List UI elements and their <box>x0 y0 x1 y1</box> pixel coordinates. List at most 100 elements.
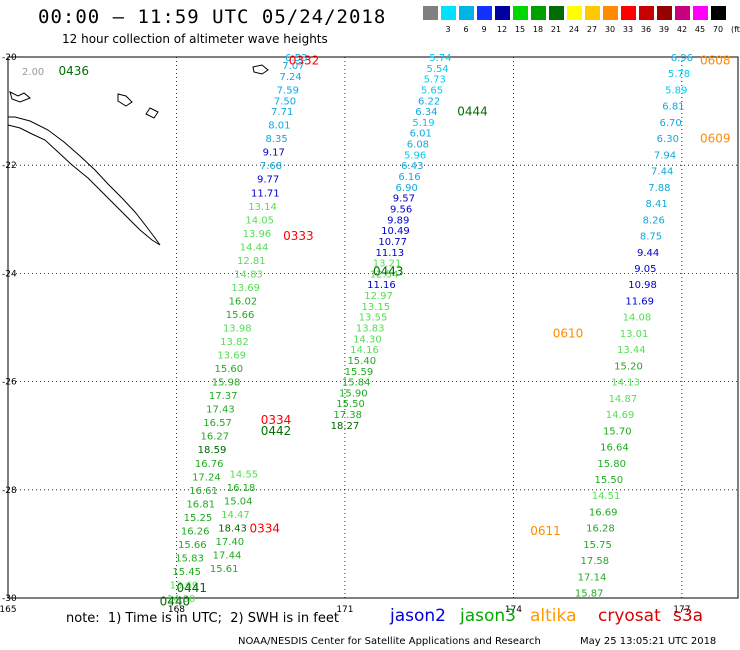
coastline <box>7 116 161 246</box>
swh-value: 10.49 <box>381 226 410 237</box>
pass-label: 0610 <box>553 327 584 341</box>
pass-label: 0444 <box>457 105 488 119</box>
legend-altika: altika <box>530 606 577 626</box>
swh-value: 10.77 <box>378 237 407 248</box>
swh-value: 15.87 <box>575 589 604 600</box>
scale-unit: (ft) <box>730 25 740 34</box>
swh-value: 15.50 <box>336 399 365 410</box>
swh-value: 6.43 <box>401 161 423 172</box>
swh-value: 15.40 <box>347 356 376 367</box>
swh-value: 7.88 <box>648 183 670 194</box>
swh-value: 13.01 <box>620 329 649 340</box>
scale-swatch <box>711 6 726 20</box>
swh-value: 5.73 <box>424 75 446 86</box>
pass-label: 0436 <box>59 64 90 78</box>
swh-value: 13.96 <box>243 229 272 240</box>
swh-value: 17.14 <box>578 572 607 583</box>
scale-label: 24 <box>568 25 580 34</box>
swh-value: 18.43 <box>218 524 247 535</box>
scale-swatch <box>621 6 636 20</box>
swh-value: 13.14 <box>248 202 277 213</box>
swh-value: 11.71 <box>251 188 280 199</box>
scale-swatch <box>423 6 438 20</box>
page-title: 00:00 – 11:59 UTC 05/24/2018 <box>38 6 387 28</box>
swh-value: 7.24 <box>279 72 301 83</box>
scale-label: 39 <box>658 25 670 34</box>
scale-label: 15 <box>514 25 526 34</box>
swh-value: 14.83 <box>234 269 263 280</box>
lon-tick-label: 174 <box>505 605 522 615</box>
swh-value: 8.35 <box>265 134 287 145</box>
swh-value: 7.07 <box>282 61 304 72</box>
swh-value: 14.08 <box>623 313 652 324</box>
swh-value: 14.69 <box>606 410 635 421</box>
swh-value: 16.64 <box>600 443 629 454</box>
swh-value: 15.80 <box>597 459 626 470</box>
swh-value: 15.20 <box>614 361 643 372</box>
swh-value: 14.16 <box>350 345 379 356</box>
swh-value: 14.30 <box>353 334 382 345</box>
swh-value: 13.83 <box>356 324 385 335</box>
pass-label: 0440 <box>160 594 191 608</box>
swh-value: 17.24 <box>192 472 221 483</box>
swh-value: 13.15 <box>361 302 390 313</box>
swh-value: 8.41 <box>645 199 667 210</box>
swh-value: 6.70 <box>659 118 681 129</box>
swh-value: 2.00 <box>22 67 44 78</box>
swh-value: 15.59 <box>345 367 374 378</box>
lat-tick-label: -26 <box>2 378 17 388</box>
swh-value: 9.05 <box>634 264 656 275</box>
footer-note: note: 1) Time is in UTC; 2) SWH is in fe… <box>66 611 339 626</box>
swh-value: 15.66 <box>178 540 207 551</box>
pass-label: 0333 <box>283 229 314 243</box>
pass-label: 0611 <box>530 524 561 538</box>
swh-value: 6.90 <box>396 183 418 194</box>
swh-value: 16.26 <box>181 526 210 537</box>
swh-value: 6.22 <box>418 96 440 107</box>
pass-label: 0609 <box>700 132 731 146</box>
swh-value: 17.38 <box>333 410 362 421</box>
lat-tick-label: -30 <box>2 594 17 604</box>
legend-s3a: s3a <box>673 606 704 626</box>
timestamp-text: May 25 13:05:21 UTC 2018 <box>580 636 717 647</box>
swh-value: 6.01 <box>410 129 432 140</box>
swh-value: 5.89 <box>665 85 687 96</box>
scale-label: 27 <box>586 25 598 34</box>
lon-tick-label: 168 <box>168 605 185 615</box>
swh-value: 15.25 <box>184 513 213 524</box>
scale-swatch <box>549 6 564 20</box>
scale-swatch <box>495 6 510 20</box>
scale-label: 36 <box>640 25 652 34</box>
swh-value: 14.87 <box>609 394 638 405</box>
swh-value: 12.97 <box>364 291 393 302</box>
swh-value: 7.50 <box>274 96 296 107</box>
lat-tick-label: -20 <box>2 53 17 63</box>
swh-value: 11.69 <box>625 296 654 307</box>
lat-tick-label: -28 <box>2 486 17 496</box>
scale-swatch <box>585 6 600 20</box>
swh-value: 7.59 <box>277 85 299 96</box>
swh-value: 16.02 <box>229 296 258 307</box>
swh-value: 9.77 <box>257 175 279 186</box>
swh-value: 6.96 <box>671 53 693 64</box>
swh-value: 13.98 <box>223 324 252 335</box>
swh-value: 18.27 <box>331 421 360 432</box>
swh-value: 17.40 <box>215 537 244 548</box>
lon-tick-label: 171 <box>336 605 353 615</box>
swh-value: 10.98 <box>628 280 657 291</box>
legend-jason3: jason3 <box>460 606 516 626</box>
swh-value: 15.04 <box>224 497 253 508</box>
swh-value: 15.70 <box>603 426 632 437</box>
swh-value: 13.82 <box>220 337 249 348</box>
swh-value: 9.44 <box>637 248 659 259</box>
scale-swatch <box>459 6 474 20</box>
lat-tick-label: -22 <box>2 161 17 171</box>
swh-value: 12.81 <box>237 256 266 267</box>
swh-value: 9.57 <box>393 194 415 205</box>
legend-jason2: jason2 <box>390 606 446 626</box>
swh-value: 5.54 <box>426 64 448 75</box>
swh-value: 6.53 <box>285 53 307 64</box>
swh-value: 13.44 <box>617 345 646 356</box>
swh-value: 16.18 <box>227 483 256 494</box>
